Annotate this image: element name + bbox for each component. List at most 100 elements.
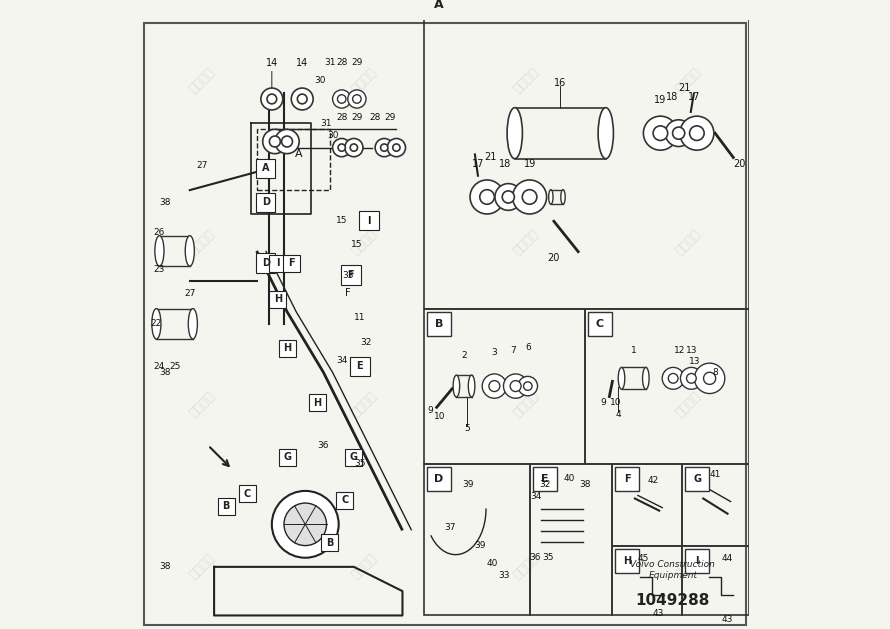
Circle shape — [504, 374, 528, 398]
Ellipse shape — [189, 309, 198, 339]
Circle shape — [344, 138, 363, 157]
Ellipse shape — [619, 367, 625, 389]
Circle shape — [502, 191, 514, 203]
Bar — [256, 159, 276, 178]
Text: 32: 32 — [360, 338, 372, 347]
Text: 21: 21 — [484, 152, 497, 162]
Text: 紫发动力: 紫发动力 — [511, 228, 541, 258]
Circle shape — [703, 372, 716, 384]
Text: 16: 16 — [554, 79, 566, 88]
Text: 33: 33 — [498, 572, 510, 581]
Text: 紫发动力: 紫发动力 — [349, 228, 379, 258]
Text: 30: 30 — [315, 76, 327, 86]
Text: F: F — [288, 258, 295, 268]
Text: 9: 9 — [428, 406, 433, 415]
Text: 21: 21 — [678, 82, 691, 92]
Ellipse shape — [185, 236, 194, 266]
Text: 39: 39 — [462, 481, 473, 489]
Bar — [279, 340, 295, 357]
Text: 20: 20 — [547, 253, 560, 263]
Text: H: H — [274, 294, 282, 304]
Circle shape — [387, 138, 406, 157]
Text: G: G — [350, 452, 358, 462]
Text: 紫发动力: 紫发动力 — [511, 552, 541, 582]
Ellipse shape — [453, 375, 459, 397]
Circle shape — [333, 138, 351, 157]
Text: F: F — [624, 474, 631, 484]
Bar — [612, 545, 682, 615]
Circle shape — [267, 94, 277, 104]
Text: D: D — [262, 258, 270, 268]
Text: H: H — [313, 398, 321, 408]
Text: 36: 36 — [318, 441, 329, 450]
Text: 36: 36 — [530, 554, 541, 562]
Text: 17: 17 — [472, 159, 484, 169]
Circle shape — [275, 130, 299, 153]
Text: 紫发动力: 紫发动力 — [349, 65, 379, 96]
Text: D: D — [434, 474, 443, 484]
Circle shape — [375, 138, 393, 157]
Circle shape — [297, 94, 307, 104]
Circle shape — [690, 126, 704, 140]
Text: 35: 35 — [354, 459, 366, 468]
Circle shape — [513, 180, 546, 214]
Circle shape — [284, 503, 327, 545]
Bar — [424, 0, 748, 309]
Circle shape — [694, 363, 724, 394]
Bar — [685, 467, 709, 491]
Text: C: C — [244, 489, 251, 499]
Circle shape — [510, 381, 522, 392]
Text: 25: 25 — [169, 362, 181, 371]
Text: 紫发动力: 紫发动力 — [511, 389, 541, 420]
Text: G: G — [283, 452, 291, 462]
Text: E: E — [357, 361, 363, 371]
Text: 8: 8 — [713, 368, 718, 377]
Bar — [256, 192, 276, 212]
Text: 44: 44 — [721, 554, 732, 564]
Text: H: H — [623, 556, 631, 565]
Bar — [256, 253, 276, 273]
Text: A: A — [295, 148, 303, 159]
Text: I: I — [276, 258, 279, 268]
Circle shape — [668, 374, 678, 383]
Text: 紫发动力: 紫发动力 — [187, 552, 217, 582]
Text: 38: 38 — [159, 198, 171, 207]
Text: 紫发动力: 紫发动力 — [673, 65, 703, 96]
Text: 18: 18 — [667, 92, 679, 102]
Bar — [270, 291, 287, 308]
Bar — [615, 467, 639, 491]
Bar — [256, 130, 329, 190]
Text: E: E — [541, 474, 549, 484]
Ellipse shape — [548, 190, 553, 204]
Text: 43: 43 — [652, 609, 664, 618]
Text: 2: 2 — [461, 351, 466, 360]
Text: 43: 43 — [721, 615, 732, 624]
Circle shape — [338, 144, 345, 151]
Text: 26: 26 — [154, 228, 166, 237]
Circle shape — [261, 88, 283, 110]
Text: 13: 13 — [685, 347, 697, 355]
Text: 5: 5 — [465, 424, 470, 433]
Text: 28: 28 — [336, 58, 347, 67]
Text: 12: 12 — [674, 347, 685, 355]
Text: 29: 29 — [352, 58, 362, 67]
Text: 22: 22 — [150, 320, 162, 328]
Bar — [612, 464, 682, 545]
Bar — [270, 255, 287, 272]
Text: 紫发动力: 紫发动力 — [187, 228, 217, 258]
Text: 39: 39 — [474, 541, 486, 550]
Text: I: I — [368, 216, 371, 226]
Text: 18: 18 — [499, 159, 512, 169]
Text: 31: 31 — [324, 58, 336, 67]
Bar — [424, 309, 585, 464]
Text: 34: 34 — [530, 493, 542, 501]
Text: 32: 32 — [539, 481, 551, 489]
Text: 29: 29 — [352, 113, 362, 122]
Circle shape — [673, 127, 684, 139]
Text: Volvo Construction
Equipment: Volvo Construction Equipment — [630, 560, 716, 579]
Text: 紫发动力: 紫发动力 — [187, 65, 217, 96]
Text: 27: 27 — [197, 161, 207, 170]
Circle shape — [291, 88, 313, 110]
Circle shape — [352, 95, 361, 103]
Circle shape — [523, 382, 532, 391]
